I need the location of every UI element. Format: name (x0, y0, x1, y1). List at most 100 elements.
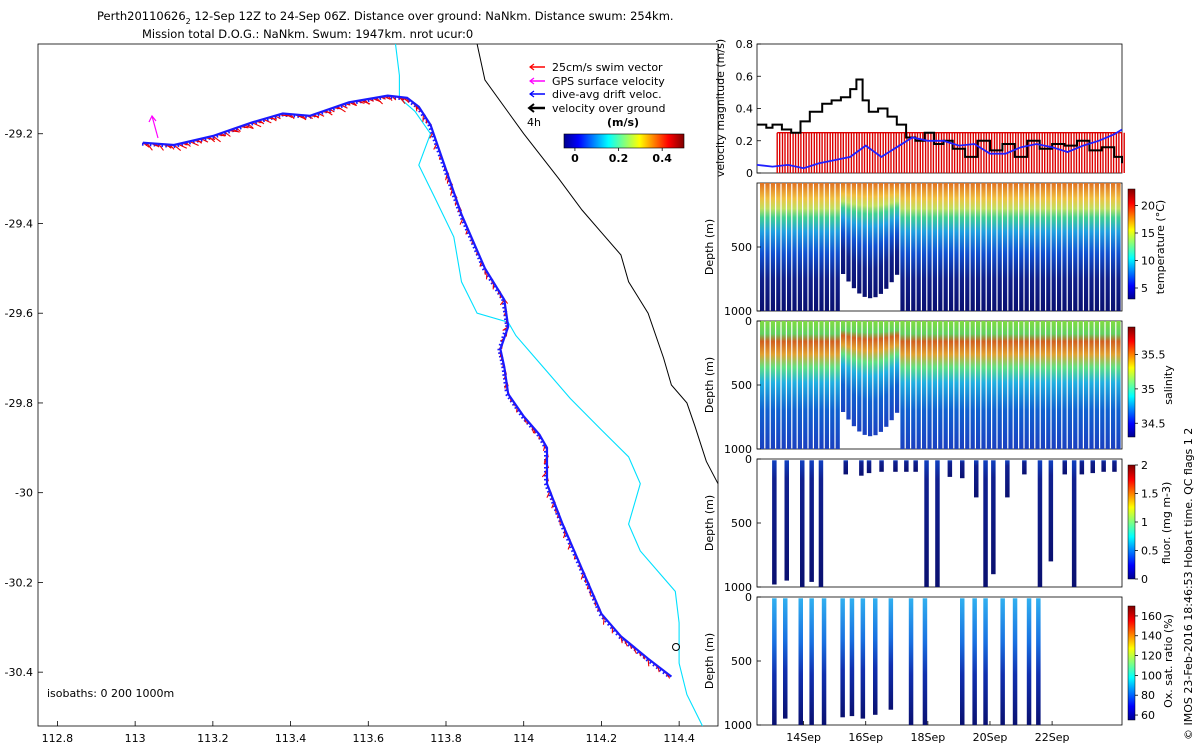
oxygen-colorbar-label: Ox. sat. ratio (%) (1162, 614, 1175, 708)
colorbar-tick-label: 0 (1141, 573, 1148, 586)
velocity-y-tick-label: 0.6 (736, 70, 754, 83)
date-tick-label: 14Sep (786, 731, 821, 744)
colorbar-tick-label: 10 (1141, 255, 1155, 268)
oxygen-depth-label: Depth (m) (703, 633, 716, 689)
profile-column (895, 183, 899, 275)
profile-column (1106, 183, 1110, 311)
colorbar-tick-label: 0 (571, 152, 579, 165)
profile-column (792, 183, 796, 311)
profile-column (893, 460, 898, 472)
profile-column (857, 183, 861, 294)
map-x-tick-label: 113.4 (275, 732, 307, 745)
profile-column (1080, 460, 1085, 474)
profile-column (1030, 183, 1034, 311)
velocity-panel: 00.20.40.60.8 velocity magnitude (m/s) (714, 38, 1124, 180)
temperature-depth-label: Depth (m) (703, 219, 716, 275)
profile-column (830, 183, 834, 311)
profile-column (906, 183, 910, 311)
profile-column (1036, 598, 1041, 725)
profile-column (927, 321, 931, 449)
salinity-colorbar (1128, 327, 1135, 437)
profile-column (906, 321, 910, 449)
profile-column (1003, 321, 1007, 449)
profile-column (785, 460, 790, 580)
profile-column (1019, 321, 1023, 449)
profile-column (911, 183, 915, 311)
profile-column (1068, 321, 1072, 449)
profile-column (884, 183, 888, 289)
colorbar-tick-label: 5 (1141, 282, 1148, 295)
velocity-y-label: velocity magnitude (m/s) (714, 39, 727, 177)
profile-column (822, 598, 827, 725)
profile-column (1022, 460, 1027, 474)
profile-column (1057, 183, 1061, 311)
fluorescence-colorbar-label: fluor. (mg m-3) (1160, 482, 1173, 565)
profile-column (1057, 321, 1061, 449)
profile-column (971, 321, 975, 449)
profile-column (992, 321, 996, 449)
colorbar-tick-label: 120 (1141, 650, 1162, 663)
map-y-tick-label: -30 (15, 487, 33, 500)
profile-column (972, 598, 977, 725)
profile-column (965, 321, 969, 449)
profile-column (803, 183, 807, 311)
profile-column (800, 460, 805, 587)
legend-gps-label: GPS surface velocity (552, 75, 665, 88)
profile-column (836, 321, 840, 449)
profile-column (954, 321, 958, 449)
profile-column (814, 183, 818, 311)
profile-column (1084, 321, 1088, 449)
profile-column (976, 183, 980, 311)
profile-column (965, 183, 969, 311)
profile-column (1014, 321, 1018, 449)
colorbar-tick-label: 0.4 (652, 152, 672, 165)
date-tick-label: 22Sep (1035, 731, 1070, 744)
profile-column (1014, 183, 1018, 311)
colorbar-tick-label: 140 (1141, 630, 1162, 643)
profile-column (960, 183, 964, 311)
profile-column (987, 321, 991, 449)
profile-column (923, 598, 928, 725)
profile-column (1072, 460, 1077, 587)
profile-column (787, 183, 791, 311)
profile-column (895, 321, 899, 413)
profile-column (863, 321, 867, 435)
profile-column (783, 598, 788, 718)
profile-column (1095, 183, 1099, 311)
profile-column (825, 321, 829, 449)
colorbar-tick-label: 160 (1141, 610, 1162, 623)
depth-tick-label: 500 (731, 379, 752, 392)
depth-tick-label: 500 (731, 517, 752, 530)
profile-column (1101, 460, 1106, 472)
header: Perth201106262 12-Sep 12Z to 24-Sep 06Z.… (97, 9, 674, 41)
profile-column (949, 321, 953, 449)
profile-column (904, 460, 909, 472)
colorbar-tick-label: 2 (1141, 459, 1148, 472)
map-y-tick-label: -29.6 (5, 307, 33, 320)
profile-column (798, 183, 802, 311)
profile-column (909, 598, 914, 725)
profile-column (935, 460, 940, 587)
profile-column (803, 321, 807, 449)
profile-column (799, 598, 804, 725)
map-x-tick-label: 113.6 (353, 732, 385, 745)
map-x-tick-label: 113 (125, 732, 146, 745)
profile-column (859, 460, 864, 475)
profile-column (983, 598, 988, 725)
legend-ground-label: velocity over ground (552, 102, 665, 115)
profile-column (1046, 183, 1050, 311)
profile-column (776, 183, 780, 311)
credit-footer: © IMOS 23-Feb-2016 18:46:53 Hobart time.… (1182, 428, 1195, 740)
profile-column (960, 598, 965, 725)
map-x-tick-label: 112.8 (42, 732, 74, 745)
velocity-y-tick-label: 0.8 (736, 38, 754, 51)
profile-column (1008, 321, 1012, 449)
date-tick-label: 20Sep (973, 731, 1008, 744)
profile-column (987, 183, 991, 311)
